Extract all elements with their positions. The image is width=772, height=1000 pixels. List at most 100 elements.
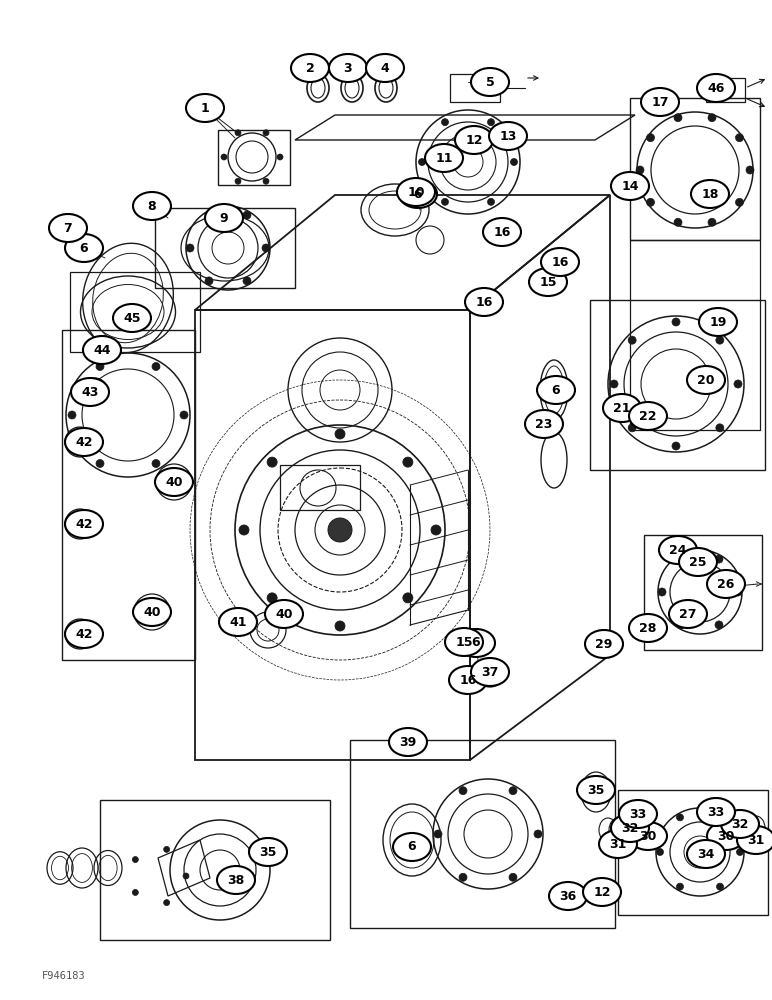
Text: 31: 31 [609, 838, 627, 850]
Text: 16: 16 [476, 296, 493, 308]
Text: 22: 22 [639, 410, 657, 422]
Circle shape [205, 277, 213, 285]
Text: 31: 31 [747, 834, 765, 846]
Ellipse shape [49, 214, 87, 242]
Circle shape [736, 848, 743, 856]
Ellipse shape [329, 54, 367, 82]
Circle shape [658, 588, 666, 596]
Circle shape [716, 336, 724, 344]
Ellipse shape [629, 822, 667, 850]
Text: 15: 15 [540, 275, 557, 288]
Ellipse shape [133, 598, 171, 626]
Circle shape [677, 621, 685, 629]
Text: 13: 13 [499, 129, 516, 142]
Circle shape [335, 621, 345, 631]
Circle shape [674, 218, 682, 226]
Text: 42: 42 [75, 518, 93, 530]
Circle shape [487, 119, 495, 126]
Circle shape [186, 244, 194, 252]
Circle shape [403, 593, 413, 603]
Text: 29: 29 [595, 638, 613, 650]
Circle shape [509, 787, 517, 795]
Text: 38: 38 [228, 874, 245, 886]
Ellipse shape [71, 378, 109, 406]
Circle shape [96, 459, 104, 467]
Text: 16: 16 [459, 674, 476, 686]
Ellipse shape [366, 54, 404, 82]
Circle shape [672, 442, 680, 450]
Text: 43: 43 [81, 385, 99, 398]
Circle shape [431, 525, 441, 535]
Text: 15: 15 [455, 636, 472, 648]
Text: 3: 3 [344, 62, 352, 75]
Ellipse shape [65, 620, 103, 648]
Circle shape [221, 154, 227, 160]
Circle shape [235, 130, 241, 136]
Ellipse shape [205, 204, 243, 232]
Ellipse shape [65, 234, 103, 262]
Ellipse shape [65, 510, 103, 538]
Ellipse shape [471, 658, 509, 686]
Circle shape [267, 457, 277, 467]
Text: 6: 6 [408, 840, 416, 854]
Ellipse shape [445, 628, 483, 656]
Text: 6: 6 [472, 637, 480, 650]
Text: 46: 46 [707, 82, 725, 95]
Ellipse shape [389, 728, 427, 756]
Text: 12: 12 [593, 886, 611, 898]
Circle shape [736, 198, 743, 206]
Text: 44: 44 [93, 344, 110, 357]
Circle shape [68, 411, 76, 419]
Circle shape [672, 318, 680, 326]
Text: F946183: F946183 [42, 971, 86, 981]
Circle shape [708, 114, 716, 122]
Circle shape [734, 380, 742, 388]
Circle shape [708, 218, 716, 226]
Ellipse shape [697, 74, 735, 102]
Text: 8: 8 [147, 200, 156, 213]
Circle shape [183, 873, 189, 879]
Circle shape [403, 457, 413, 467]
Circle shape [674, 114, 682, 122]
Text: 6: 6 [414, 188, 422, 200]
Text: 40: 40 [165, 476, 183, 488]
Circle shape [132, 857, 138, 863]
Ellipse shape [425, 144, 463, 172]
Ellipse shape [641, 88, 679, 116]
Text: 30: 30 [717, 830, 735, 842]
Ellipse shape [603, 394, 641, 422]
Circle shape [646, 198, 655, 206]
Circle shape [734, 588, 742, 596]
Circle shape [736, 134, 743, 142]
Text: 39: 39 [399, 736, 417, 748]
Ellipse shape [577, 776, 615, 804]
Text: 11: 11 [435, 151, 452, 164]
Ellipse shape [265, 600, 303, 628]
Text: 40: 40 [276, 607, 293, 620]
Circle shape [164, 846, 170, 852]
Circle shape [716, 424, 724, 432]
Ellipse shape [529, 268, 567, 296]
Circle shape [205, 211, 213, 219]
Circle shape [459, 873, 467, 881]
Text: 32: 32 [731, 818, 749, 830]
Text: 21: 21 [613, 401, 631, 414]
Ellipse shape [113, 304, 151, 332]
Circle shape [434, 830, 442, 838]
Ellipse shape [537, 376, 575, 404]
Circle shape [487, 198, 495, 205]
Circle shape [610, 380, 618, 388]
Text: 32: 32 [621, 822, 638, 834]
Text: 40: 40 [144, 605, 161, 618]
Circle shape [716, 814, 723, 821]
Text: 10: 10 [408, 186, 425, 198]
Circle shape [510, 158, 517, 165]
Text: 16: 16 [493, 226, 511, 238]
Ellipse shape [483, 218, 521, 246]
Text: 4: 4 [381, 62, 389, 75]
Text: 9: 9 [220, 212, 229, 225]
Text: 18: 18 [701, 188, 719, 200]
Ellipse shape [697, 798, 735, 826]
Circle shape [715, 621, 723, 629]
Text: 6: 6 [80, 241, 88, 254]
